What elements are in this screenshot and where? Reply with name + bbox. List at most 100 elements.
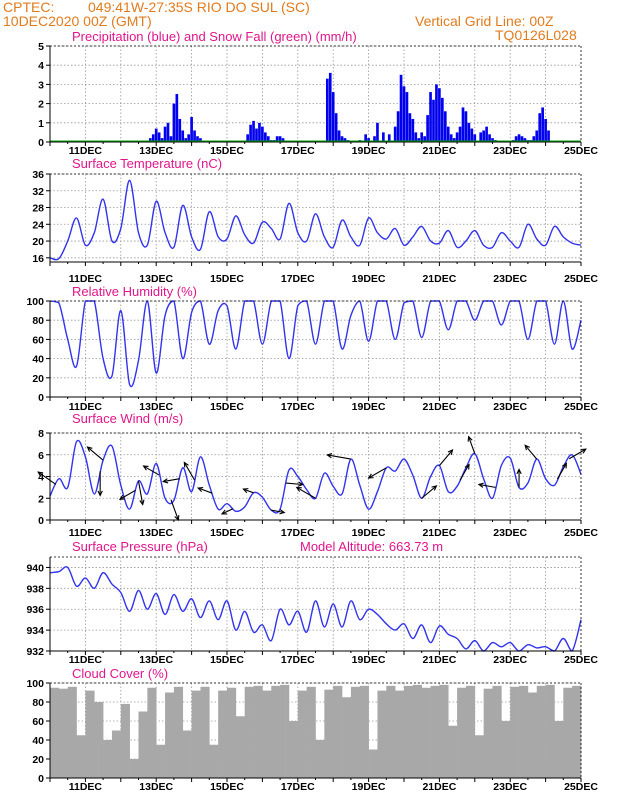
precip-bar: [278, 136, 282, 142]
y-tick-label: 16: [32, 253, 44, 265]
y-tick-label: 40: [32, 735, 44, 747]
wind-arrow-head: [447, 449, 454, 455]
precip-bar: [373, 136, 376, 142]
cloud-bar: [138, 711, 148, 778]
cloud-bar: [156, 744, 166, 778]
precip-bar: [178, 118, 182, 142]
cloud-bar: [474, 735, 484, 778]
x-tick-label: 15DEC: [210, 273, 244, 285]
cloud-bar: [324, 689, 334, 778]
precip-bar: [387, 134, 391, 142]
wind-arrow: [327, 454, 351, 460]
precip-bar: [151, 134, 155, 142]
precip-bar: [452, 138, 456, 142]
cloud-bar: [288, 721, 299, 778]
cloud-bar: [182, 730, 192, 778]
wind-arrow: [197, 487, 213, 494]
precip-bar: [246, 134, 249, 142]
wind-arrow: [438, 449, 453, 466]
cloud-bar: [333, 685, 343, 778]
precip-bar: [535, 130, 539, 142]
x-tick-label: 13DEC: [139, 781, 173, 793]
series-line: [49, 439, 582, 514]
cloud-bar: [527, 692, 538, 778]
cloud-bar: [280, 684, 290, 778]
cloud-bar: [147, 687, 157, 778]
cloud-bar: [200, 686, 210, 778]
cloud-bar: [510, 686, 520, 778]
x-tick-label: 17DEC: [281, 145, 315, 157]
precip-bar: [482, 130, 485, 142]
x-tick-label: 11DEC: [69, 781, 103, 793]
wind-arrow-head: [242, 488, 249, 494]
y-tick-label: 60: [32, 716, 44, 728]
x-tick-label: 21DEC: [422, 781, 456, 793]
x-tick-label: 21DEC: [422, 273, 456, 285]
precip-bar: [249, 124, 252, 142]
y-tick-label: 24: [32, 219, 44, 231]
precip-bar: [281, 138, 285, 142]
precip-bar: [517, 134, 521, 142]
precip-bar: [190, 117, 193, 142]
cloud-bar: [404, 685, 414, 778]
cloud-bar: [315, 740, 325, 778]
wind-arrow: [87, 446, 104, 461]
wind-arrow-head: [295, 486, 302, 492]
precip-bar: [157, 132, 161, 142]
cloud-bar: [572, 685, 582, 778]
x-tick-label: 25DEC: [564, 654, 598, 666]
cloud-bar: [50, 687, 60, 778]
precip-bar: [461, 107, 465, 142]
cloud-bar: [457, 687, 467, 778]
wind-arrow: [37, 471, 57, 485]
x-tick-label: 23DEC: [493, 654, 527, 666]
precip-bar: [405, 92, 409, 142]
cloud-bar: [430, 685, 440, 778]
wind-arrow-head: [464, 463, 470, 470]
precip-bar: [399, 74, 403, 142]
precip-bar: [184, 138, 188, 142]
x-tick-label: 17DEC: [281, 654, 315, 666]
cloud-bar: [386, 685, 396, 778]
precip-bar: [464, 111, 468, 142]
wind-arrow-head: [279, 509, 286, 515]
wind-arrow: [556, 463, 567, 480]
cloud-bar: [465, 685, 476, 778]
precip-bar: [411, 118, 415, 142]
y-tick-label: 3: [38, 79, 44, 91]
wind-arrow: [285, 482, 303, 486]
wind-arrow-head: [220, 509, 228, 515]
wind-arrow: [143, 465, 160, 476]
cloud-bar: [306, 686, 316, 778]
precip-bar: [429, 92, 432, 142]
wind-arrow: [568, 448, 587, 460]
precip-bar: [160, 138, 164, 142]
x-tick-label: 15DEC: [210, 145, 244, 157]
cloud-bar: [377, 690, 387, 778]
y-tick-label: 100: [26, 678, 44, 690]
cloud-bar: [271, 685, 281, 778]
cloud-bar: [395, 690, 405, 778]
precip-bar: [340, 136, 344, 142]
wind-arrow: [524, 444, 538, 460]
x-tick-label: 17DEC: [281, 781, 315, 793]
precip-bar: [337, 130, 341, 142]
wind-arrow-head: [37, 471, 44, 477]
x-tick-label: 15DEC: [210, 401, 244, 413]
y-tick-label: 2: [38, 493, 44, 505]
x-tick-label: 25DEC: [564, 401, 598, 413]
y-tick-label: 932: [26, 646, 44, 658]
precip-bar: [432, 99, 435, 142]
y-tick-label: 4: [38, 60, 44, 72]
cloud-bar: [191, 690, 201, 778]
precip-bar: [343, 138, 347, 142]
y-tick-label: 938: [26, 583, 44, 595]
wind-arrow-head: [86, 446, 93, 452]
precip-bar: [485, 126, 488, 142]
cloud-cover-panel: 0 20 40 60 80 100 11DEC 13DEC 15DEC 17DEC 19DEC 21D…: [26, 678, 598, 793]
precip-bar: [175, 94, 179, 142]
y-tick-label: 940: [26, 562, 44, 574]
cloud-bar: [129, 759, 139, 778]
y-tick-label: 80: [32, 697, 44, 709]
y-tick-label: 4: [38, 472, 44, 484]
